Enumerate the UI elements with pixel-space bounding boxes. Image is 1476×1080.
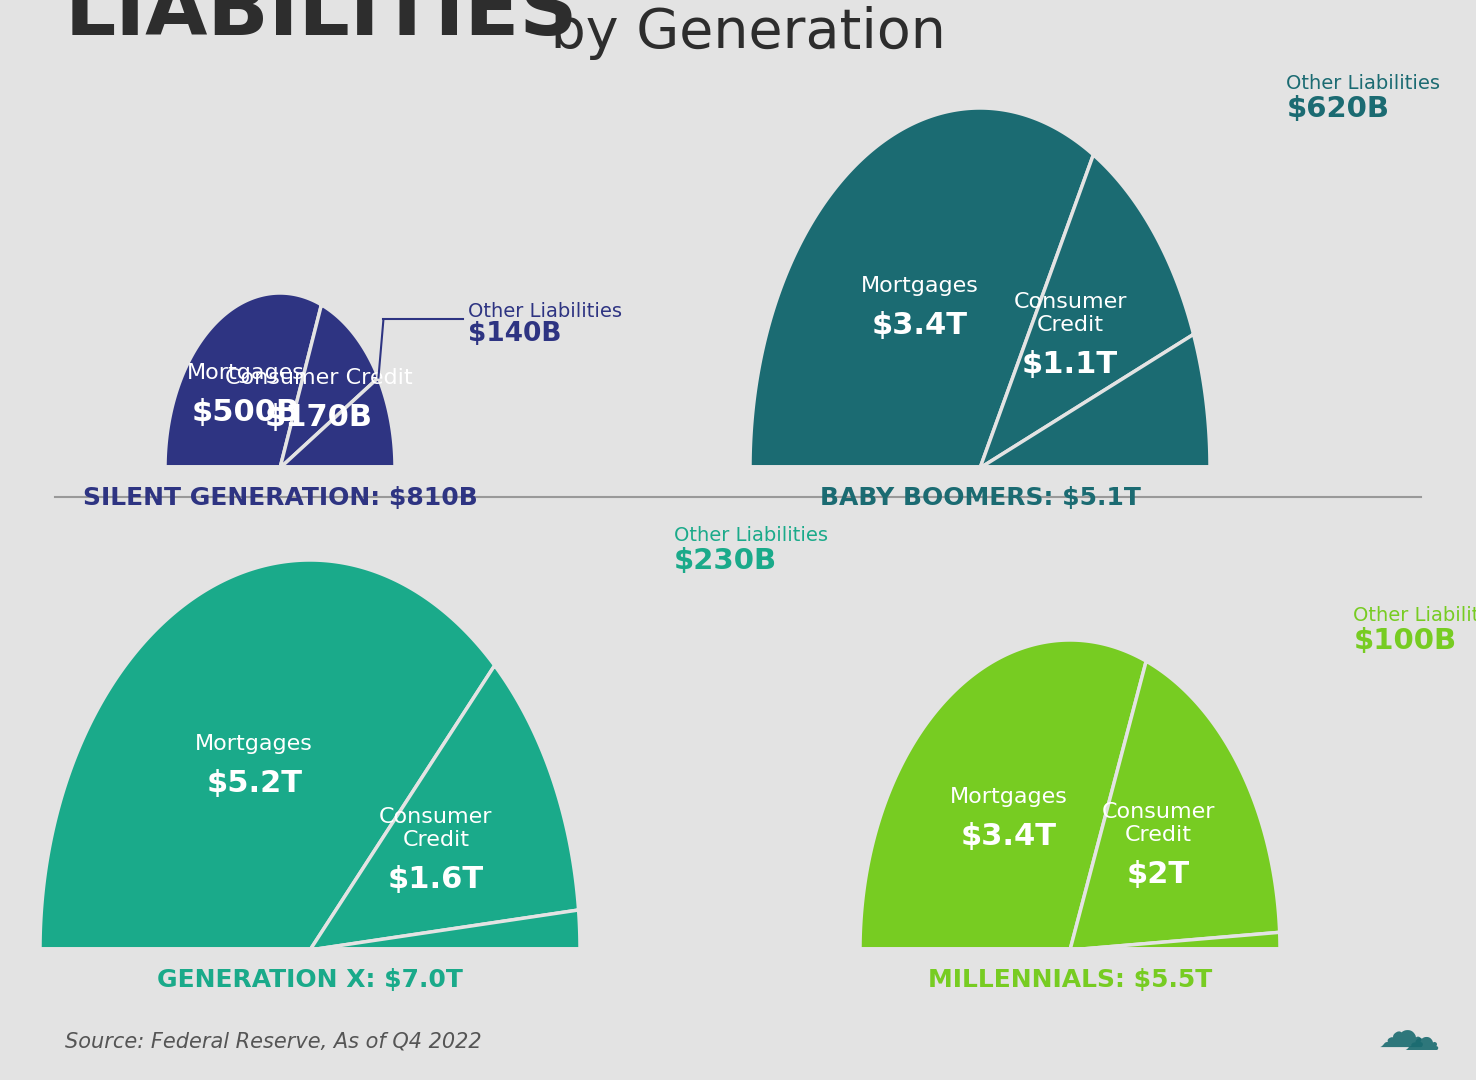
Text: ☁: ☁ — [1377, 1013, 1424, 1057]
Text: Mortgages: Mortgages — [949, 787, 1067, 807]
Text: $140B: $140B — [468, 321, 562, 348]
Text: $5.2T: $5.2T — [207, 769, 303, 798]
Text: Other Liabilities: Other Liabilities — [1353, 606, 1476, 625]
Text: Mortgages: Mortgages — [187, 363, 306, 383]
Text: $1.6T: $1.6T — [388, 865, 484, 894]
Text: $3.4T: $3.4T — [872, 311, 968, 340]
Text: BABY BOOMERS: $5.1T: BABY BOOMERS: $5.1T — [819, 486, 1141, 510]
Polygon shape — [750, 108, 1094, 468]
Text: $3.4T: $3.4T — [961, 822, 1057, 851]
Polygon shape — [980, 154, 1194, 468]
Polygon shape — [1070, 932, 1280, 950]
Text: $100B: $100B — [1353, 627, 1457, 654]
Text: Consumer
Credit: Consumer Credit — [379, 807, 493, 850]
Text: $170B: $170B — [264, 403, 372, 432]
Polygon shape — [1070, 661, 1280, 950]
Text: $1.1T: $1.1T — [1021, 350, 1119, 379]
Text: $230B: $230B — [675, 546, 778, 575]
Polygon shape — [280, 305, 378, 468]
Text: Consumer
Credit: Consumer Credit — [1101, 802, 1215, 846]
Text: Consumer
Credit: Consumer Credit — [1014, 292, 1126, 335]
Text: $2T: $2T — [1126, 861, 1190, 889]
Polygon shape — [980, 335, 1210, 468]
Text: $500B: $500B — [192, 397, 300, 427]
Text: GENERATION X: $7.0T: GENERATION X: $7.0T — [156, 968, 463, 993]
Polygon shape — [310, 665, 579, 950]
Text: Other Liabilities: Other Liabilities — [1287, 75, 1441, 93]
Text: Other Liabilities: Other Liabilities — [468, 302, 623, 321]
Text: MILLENNIALS: $5.5T: MILLENNIALS: $5.5T — [928, 968, 1212, 993]
Text: Source: Federal Reserve, As of Q4 2022: Source: Federal Reserve, As of Q4 2022 — [65, 1032, 481, 1052]
Polygon shape — [861, 640, 1147, 950]
Polygon shape — [280, 378, 396, 468]
Text: Mortgages: Mortgages — [195, 734, 313, 754]
Polygon shape — [165, 293, 322, 468]
Polygon shape — [310, 910, 580, 950]
Text: LIABILITIES: LIABILITIES — [65, 0, 579, 52]
Text: SILENT GENERATION: $810B: SILENT GENERATION: $810B — [83, 486, 477, 510]
Text: $620B: $620B — [1287, 95, 1389, 123]
Text: by Generation: by Generation — [533, 6, 946, 60]
Text: Consumer Credit: Consumer Credit — [224, 368, 412, 389]
Text: Mortgages: Mortgages — [861, 276, 979, 296]
Polygon shape — [40, 561, 494, 950]
Text: ☁: ☁ — [1402, 1023, 1439, 1057]
Text: Other Liabilities: Other Liabilities — [675, 526, 828, 545]
